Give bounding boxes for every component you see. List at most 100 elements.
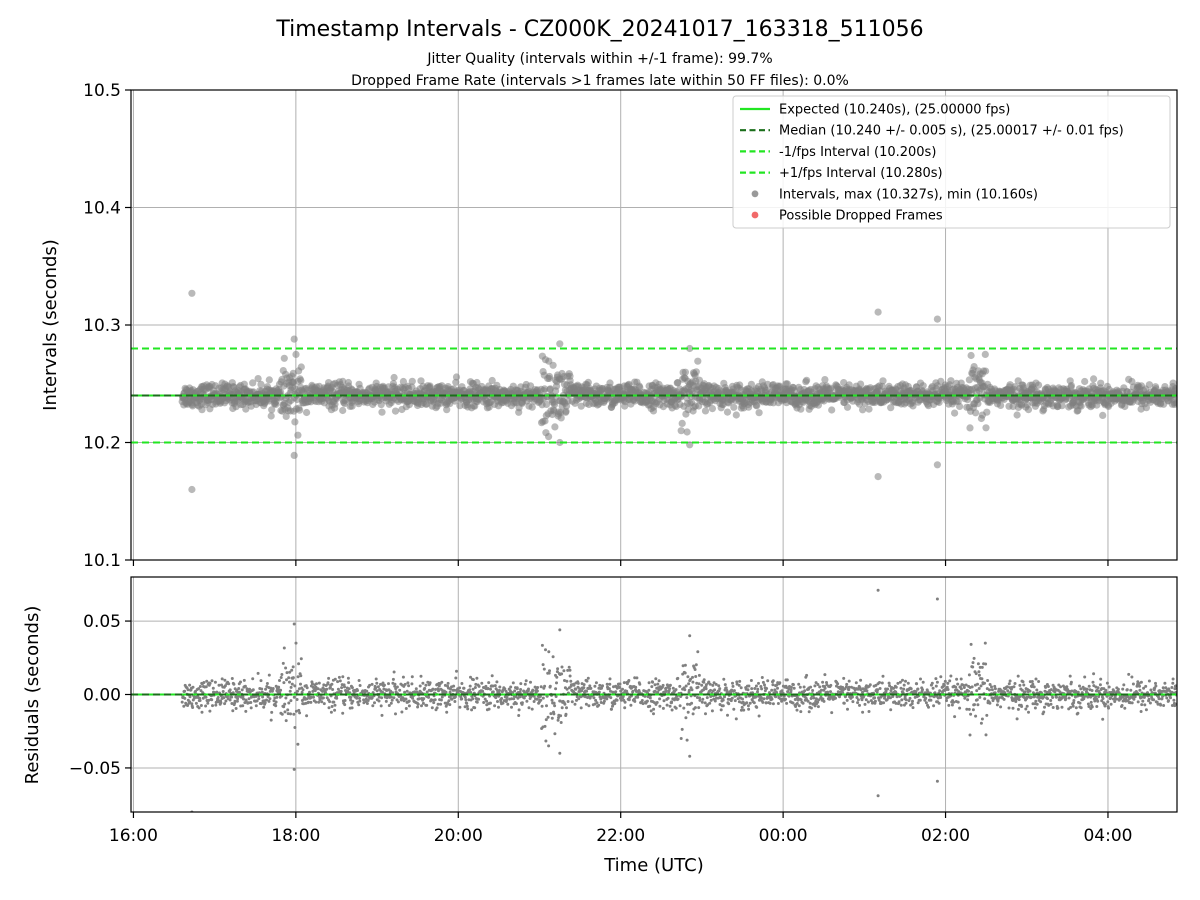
residual-point xyxy=(407,699,411,703)
interval-point xyxy=(249,379,257,387)
residual-point xyxy=(658,697,662,701)
residual-point xyxy=(609,696,613,700)
residual-point xyxy=(683,671,687,675)
residual-point xyxy=(808,701,812,705)
residual-point xyxy=(607,687,611,691)
residual-point xyxy=(278,679,281,682)
residual-point xyxy=(274,700,278,704)
residual-point xyxy=(704,712,707,716)
residual-point xyxy=(698,696,702,700)
residual-point xyxy=(836,682,840,686)
residual-point xyxy=(214,703,218,707)
residual-point xyxy=(884,689,888,693)
residual-point xyxy=(680,727,684,731)
residual-point xyxy=(770,697,774,701)
residual-point xyxy=(433,698,437,702)
interval-point xyxy=(562,407,570,415)
residual-point xyxy=(389,689,393,693)
residual-point xyxy=(560,672,564,676)
interval-point xyxy=(257,380,265,388)
residuals-panel: −0.050.000.05 16:00 18:00 20:00 22:00 00:00 0… xyxy=(22,576,1178,876)
residual-point xyxy=(205,679,209,683)
residual-point xyxy=(529,695,533,699)
interval-point xyxy=(542,400,551,408)
interval-point xyxy=(541,385,549,393)
residual-point xyxy=(650,685,654,689)
residual-point xyxy=(371,691,375,695)
residual-point xyxy=(844,685,848,689)
interval-point xyxy=(972,409,980,417)
residual-point xyxy=(651,680,655,684)
residual-point xyxy=(182,704,186,708)
residual-point xyxy=(816,705,820,709)
residual-point xyxy=(465,704,469,708)
residual-point xyxy=(648,704,652,708)
residual-point xyxy=(625,689,629,693)
residual-point xyxy=(803,689,807,693)
residual-point xyxy=(971,665,975,669)
residual-point xyxy=(592,696,596,700)
residual-point xyxy=(336,680,340,684)
residual-point xyxy=(1051,696,1055,699)
residual-point xyxy=(980,677,984,681)
residual-point xyxy=(924,701,928,705)
residual-point xyxy=(470,694,474,698)
interval-point xyxy=(919,382,927,390)
residual-point xyxy=(249,706,253,710)
residual-point xyxy=(771,702,775,706)
residual-point xyxy=(634,685,638,689)
residual-point xyxy=(484,684,488,688)
residual-point xyxy=(668,687,672,691)
residual-point xyxy=(918,698,922,702)
residual-point xyxy=(748,701,752,705)
interval-point xyxy=(797,405,805,413)
residual-point xyxy=(759,696,763,700)
residual-point xyxy=(448,690,452,694)
residual-point xyxy=(975,698,979,702)
residual-point xyxy=(421,701,425,705)
residual-point xyxy=(738,679,742,683)
intervals-y-tick-label: 10.2 xyxy=(83,434,121,454)
residual-point xyxy=(487,707,491,711)
intervals-panel: 10.110.210.310.410.5 Intervals (seconds) xyxy=(40,81,1178,571)
residual-point xyxy=(754,684,758,688)
residual-point xyxy=(541,696,545,700)
interval-point xyxy=(1173,399,1177,407)
residual-point xyxy=(565,679,569,683)
residual-point xyxy=(896,681,900,685)
residual-point xyxy=(892,686,896,690)
residual-point xyxy=(983,641,987,645)
residual-point xyxy=(1008,679,1012,683)
residual-point xyxy=(731,681,734,685)
residual-point xyxy=(284,719,288,723)
residual-point xyxy=(477,684,481,688)
residual-point xyxy=(721,704,725,708)
residual-point xyxy=(980,665,984,669)
residual-point xyxy=(501,701,505,705)
residual-point xyxy=(299,682,302,686)
residual-point xyxy=(233,699,237,703)
residual-point xyxy=(305,697,309,701)
residual-point xyxy=(718,687,722,691)
residual-point xyxy=(1029,695,1033,699)
residual-point xyxy=(621,687,624,691)
residual-point xyxy=(1031,682,1035,686)
residual-point xyxy=(942,684,946,688)
residual-point xyxy=(564,712,568,716)
residual-point xyxy=(271,687,275,690)
residual-point xyxy=(904,698,908,702)
residual-point xyxy=(686,702,689,706)
residual-point xyxy=(1034,699,1038,703)
interval-point xyxy=(681,368,690,376)
interval-point xyxy=(1058,402,1066,410)
residual-point xyxy=(764,701,768,705)
residual-point xyxy=(732,707,736,711)
residual-point xyxy=(695,681,699,685)
residual-point xyxy=(183,696,187,700)
interval-point xyxy=(1067,382,1075,390)
residual-point xyxy=(286,708,290,712)
residual-point xyxy=(439,702,443,706)
residual-point xyxy=(1032,685,1036,689)
residual-point xyxy=(523,682,527,686)
residual-point xyxy=(491,684,495,688)
